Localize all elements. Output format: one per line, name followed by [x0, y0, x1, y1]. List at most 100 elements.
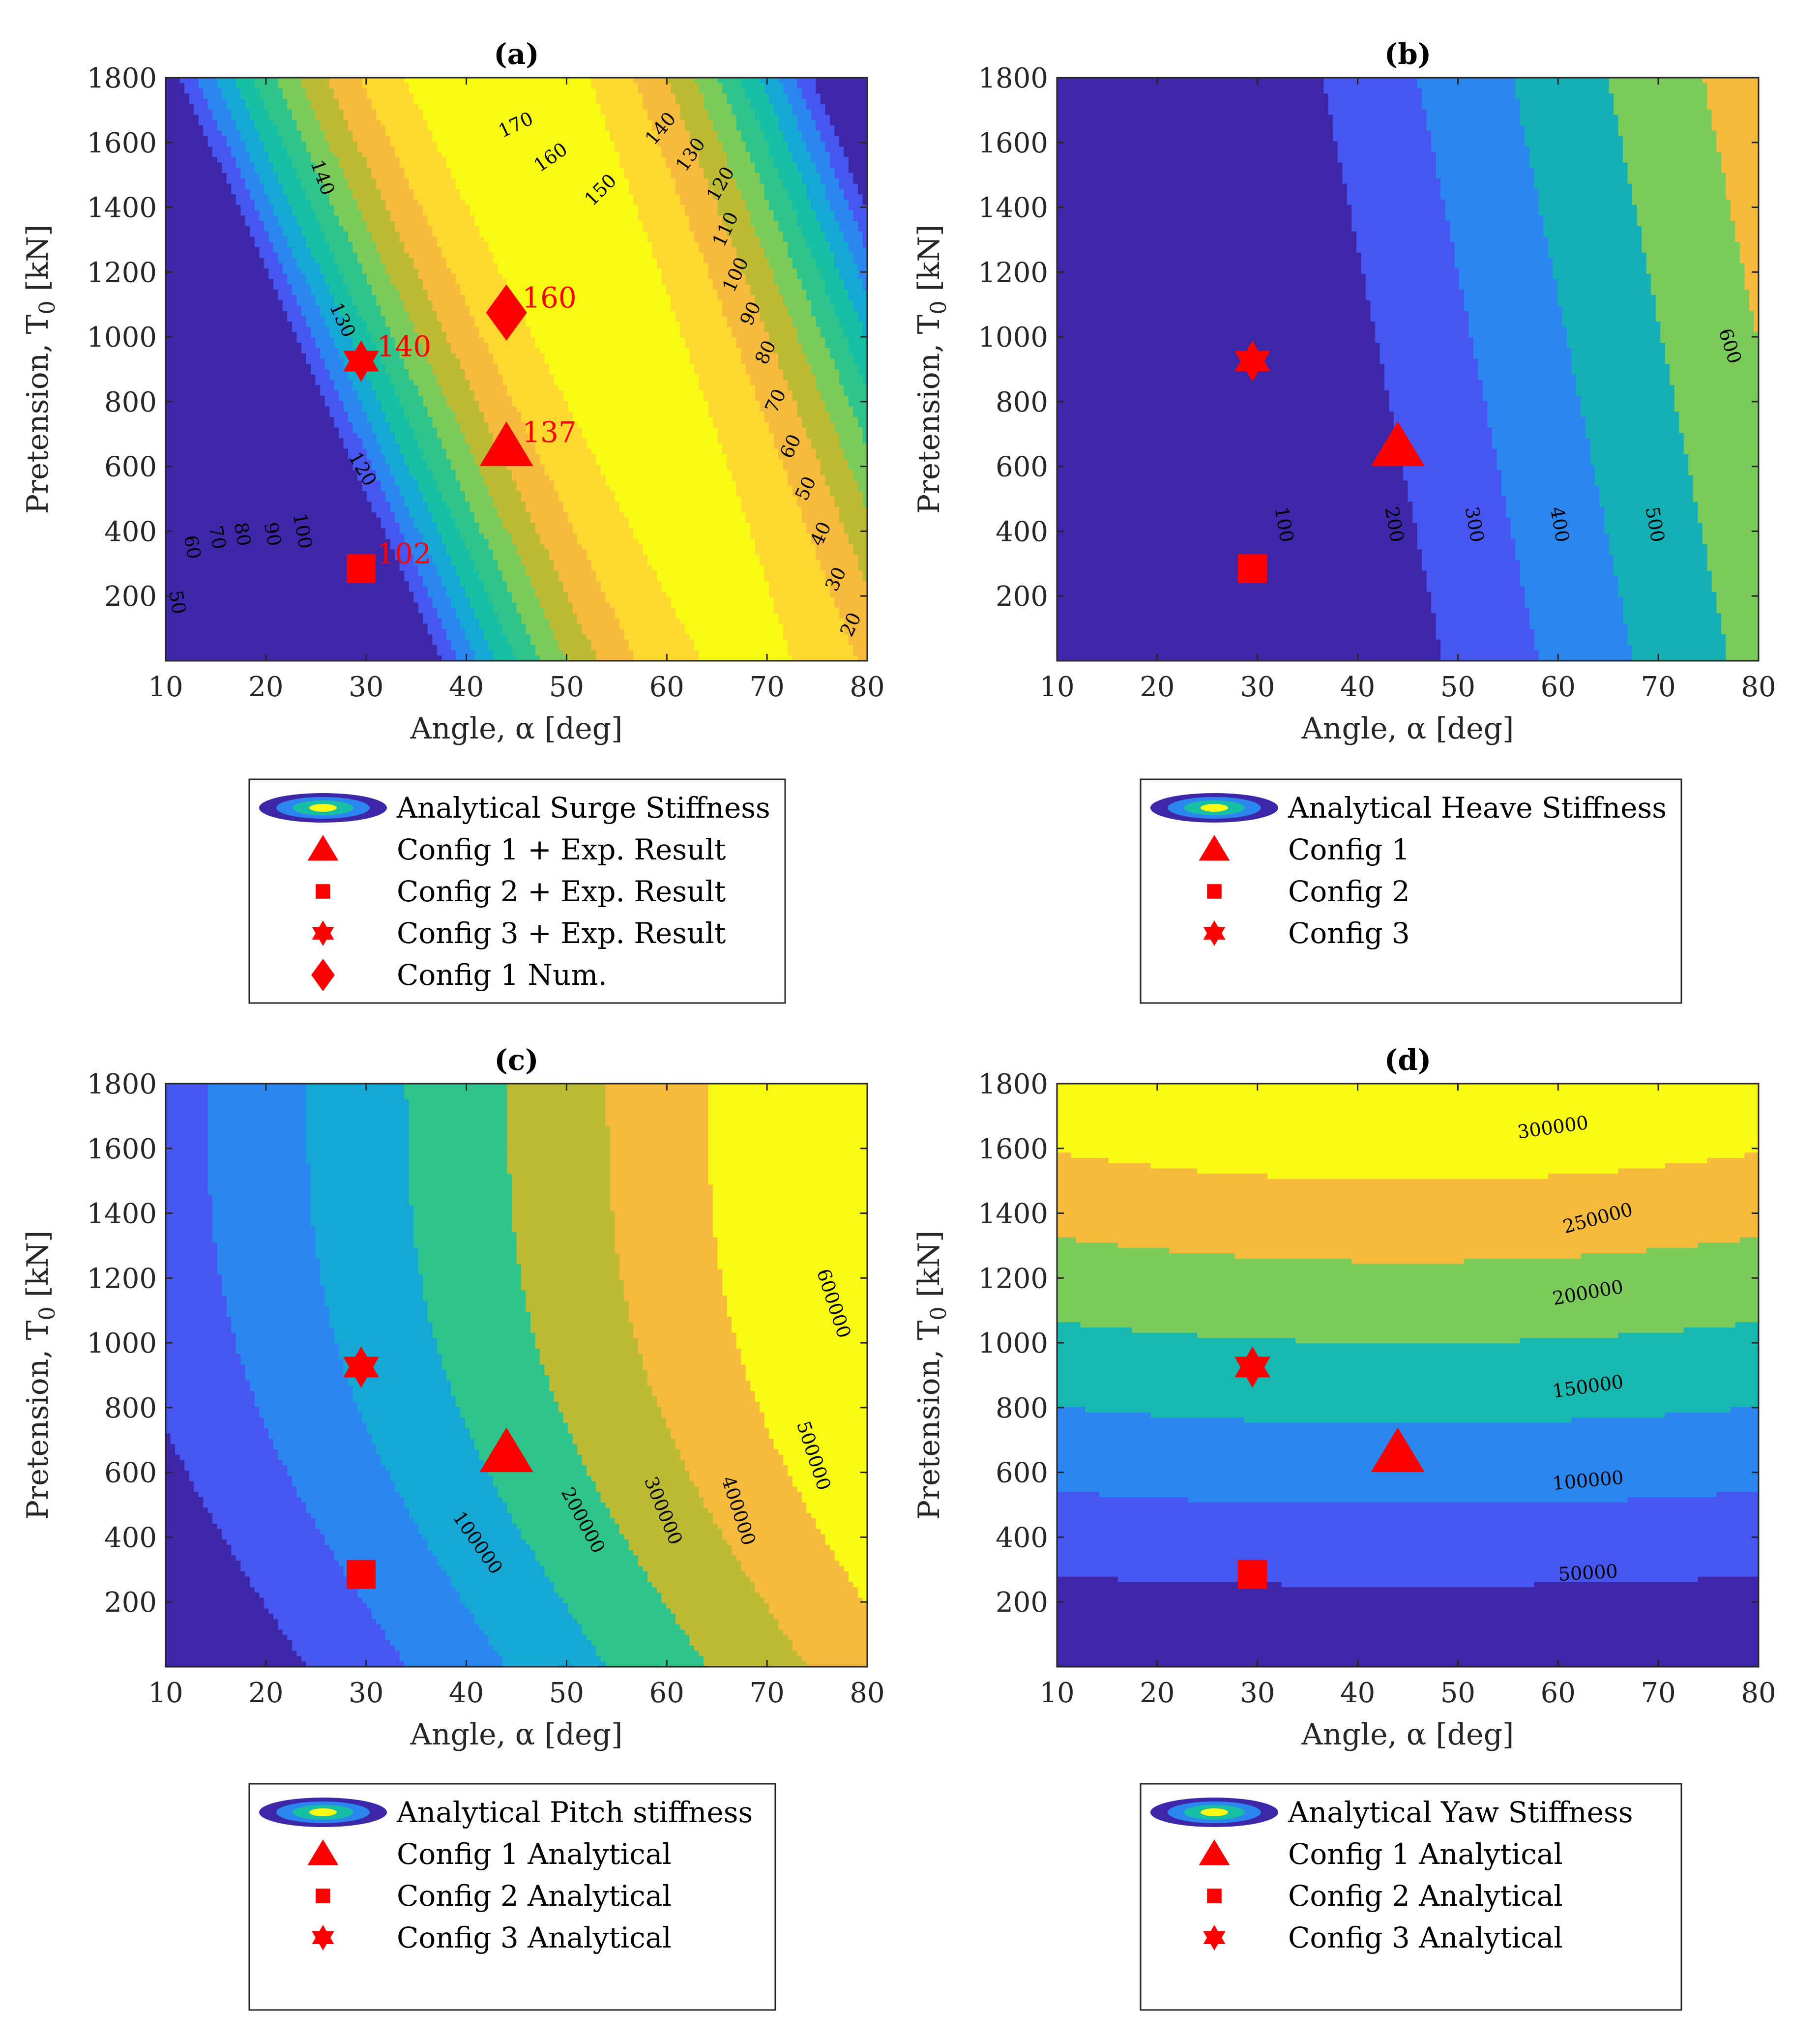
contour-fill-cell: [371, 502, 391, 508]
contour-fill-cell: [708, 1105, 868, 1111]
contour-fill-cell: [1057, 401, 1390, 407]
contour-fill-cell: [390, 136, 433, 142]
contour-fill-cell: [259, 1412, 363, 1418]
contour-fill-cell: [806, 358, 835, 364]
contour-fill-cell: [376, 470, 391, 476]
contour-fill-cell: [1426, 109, 1521, 116]
contour-fill-cell: [166, 316, 288, 322]
contour-fill-cell: [222, 1290, 325, 1297]
contour-fill-cell: [792, 390, 821, 396]
contour-fill-cell: [516, 544, 545, 550]
contour-fill-cell: [605, 475, 732, 481]
contour-fill-cell: [166, 1152, 208, 1158]
contour-fill-cell: [1711, 576, 1759, 582]
contour-fill-cell: [563, 1417, 667, 1423]
contour-fill-cell: [479, 623, 503, 630]
contour-fill-cell: [488, 544, 517, 550]
contour-fill-cell: [858, 1593, 868, 1598]
contour-fill-cell: [839, 369, 858, 375]
contour-fill-cell: [1670, 374, 1759, 381]
contour-fill-cell: [689, 1476, 793, 1482]
contour-fill-cell: [769, 258, 793, 264]
contour-fill-cell: [717, 130, 741, 137]
contour-fill-cell: [329, 369, 349, 375]
contour-fill-cell: [858, 486, 868, 492]
marker-triangle: [479, 1427, 533, 1473]
marker-hexagram-part: [1234, 1357, 1270, 1388]
contour-fill-cell: [418, 438, 442, 444]
contour-fill-cell: [704, 1497, 802, 1503]
contour-fill-cell: [862, 427, 868, 434]
contour-fill-cell: [166, 1364, 246, 1370]
contour-fill-cell: [166, 1571, 246, 1577]
contour-fill-cell: [166, 1221, 213, 1227]
contour-fill-cell: [839, 512, 868, 518]
contour-fill-cell: [268, 109, 293, 116]
contour-fill-cell: [343, 1359, 442, 1365]
contour-fill-cell: [212, 115, 232, 121]
contour-fill-cell: [788, 1635, 868, 1641]
contour-fill-cell: [399, 1492, 499, 1498]
contour-fill-cell: [395, 438, 419, 444]
contour-fill-cell: [296, 1486, 395, 1492]
contour-fill-cell: [858, 422, 868, 428]
contour-fill-cell: [423, 284, 461, 291]
contour-fill-cell: [1057, 242, 1357, 248]
contour-fill-cell: [306, 189, 325, 195]
contour-fill-cell: [460, 581, 484, 587]
contour-fill-cell: [619, 1253, 718, 1259]
contour-fill-cell: [207, 1174, 311, 1180]
contour-fill-cell: [1057, 1343, 1759, 1349]
contour-fill-cell: [357, 147, 395, 152]
contour-fill-cell: [848, 205, 868, 211]
contour-fill-cell: [773, 279, 802, 285]
contour-fill-cell: [675, 178, 709, 184]
contour-fill-cell: [446, 1375, 550, 1381]
contour-fill-cell: [310, 1221, 414, 1227]
contour-fill-cell: [166, 1507, 208, 1514]
contour-fill-cell: [367, 326, 391, 333]
y-tick-label: 800: [996, 1392, 1048, 1424]
contour-fill-cell: [806, 353, 830, 359]
contour-fill-cell: [1534, 178, 1628, 184]
contour-fill-cell: [844, 528, 868, 534]
contour-fill-cell: [1057, 109, 1329, 116]
contour-fill-cell: [530, 1311, 629, 1318]
contour-fill-cell: [615, 496, 741, 502]
contour-fill-cell: [778, 168, 798, 174]
contour-fill-cell: [1057, 93, 1329, 99]
contour-fill-cell: [273, 168, 297, 174]
y-tick-label: 400: [104, 516, 157, 548]
contour-fill-cell: [166, 480, 363, 486]
x-tick-label: 20: [1140, 671, 1174, 703]
contour-fill-cell: [166, 273, 269, 280]
contour-fill-cell: [423, 491, 442, 497]
contour-fill-cell: [423, 576, 442, 582]
contour-fill-cell: [278, 295, 297, 301]
contour-fill-cell: [166, 634, 433, 640]
contour-fill-cell: [600, 465, 728, 471]
contour-fill-cell: [619, 1529, 723, 1535]
x-tick-label: 20: [248, 671, 283, 703]
contour-fill-cell: [413, 1237, 517, 1243]
contour-fill-cell: [1468, 311, 1563, 317]
contour-fill-cell: [834, 263, 858, 269]
contour-fill-cell: [483, 337, 536, 343]
contour-fill-cell: [1679, 412, 1759, 417]
contour-fill-cell: [778, 1619, 868, 1625]
contour-fill-cell: [1057, 1380, 1759, 1387]
contour-fill-cell: [1506, 512, 1605, 518]
contour-fill-cell: [587, 634, 625, 640]
contour-fill-cell: [825, 284, 845, 291]
contour-fill-cell: [610, 1179, 709, 1185]
contour-fill-cell: [502, 570, 527, 577]
contour-fill-cell: [755, 1396, 868, 1402]
contour-fill-cell: [315, 210, 335, 216]
contour-fill-cell: [166, 1423, 264, 1429]
contour-fill-cell: [287, 316, 307, 322]
contour-fill-cell: [1482, 380, 1577, 386]
contour-fill-cell: [816, 374, 840, 381]
contour-fill-cell: [437, 523, 456, 529]
contour-fill-cell: [745, 369, 784, 375]
contour-fill-cell: [610, 1184, 713, 1190]
